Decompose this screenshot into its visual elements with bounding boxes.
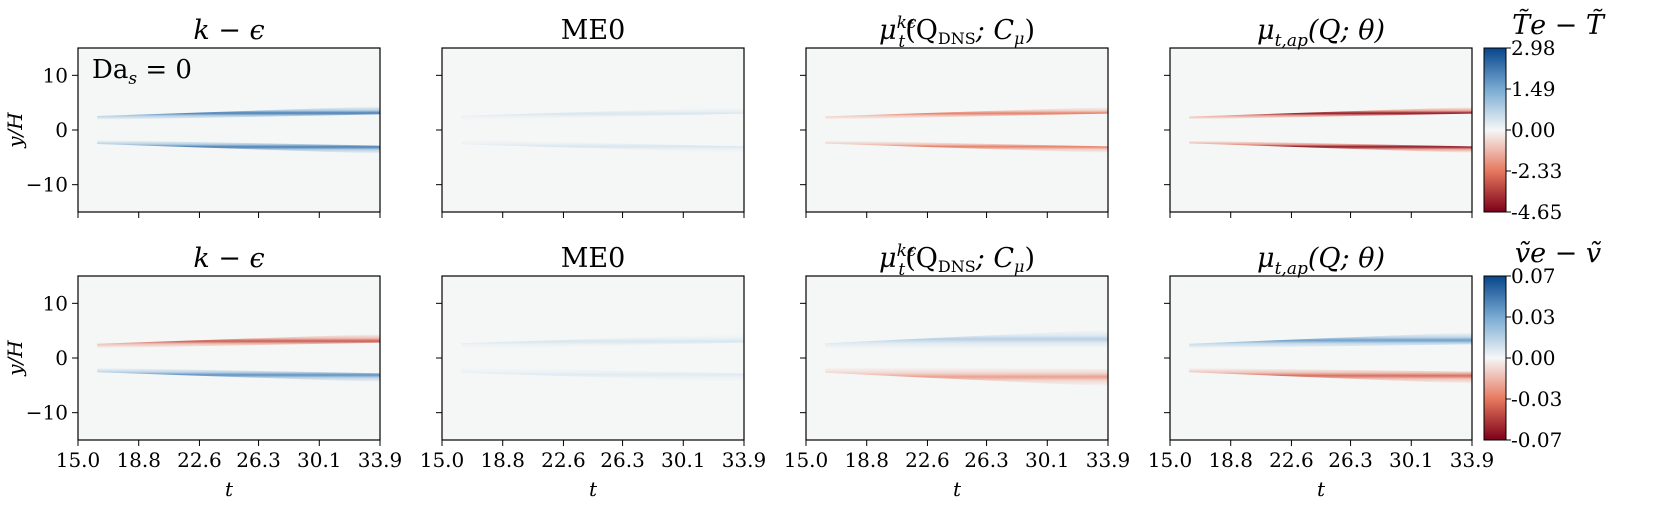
heatmap-upper-band [825,107,1108,120]
x-tick-label: 22.6 [1269,448,1314,472]
x-tick-label: 15.0 [784,448,829,472]
colorbar-tick-label: 0.00 [1511,118,1556,142]
x-tick-label: 33.9 [1450,448,1495,472]
colorbar-tick-label: 2.98 [1511,36,1556,60]
heatmap-upper-band [1189,107,1472,120]
x-tick-label: 26.3 [600,448,645,472]
heatmap-upper-band [97,333,380,349]
panel-background [806,48,1108,212]
y-tick-label: 10 [43,291,68,315]
x-axis-label: t [589,477,598,501]
panel-1-2 [436,47,745,218]
colorbar-1: 2.98 1.49 0.00 -2.33 -4.65 T̃e − T̃ [1483,8,1606,224]
x-tick-label: 33.9 [722,448,767,472]
heatmap-lower-band [1189,140,1472,153]
x-tick-label: 30.1 [297,448,342,472]
panel-1-3 [800,47,1109,218]
x-tick-label: 30.1 [1025,448,1070,472]
panels-layer: 10 0 −10 y/H 15.0 18.8 22.6 26.3 30.1 33.9 10 0 −10 t… [3,47,1495,501]
x-tick-label: 22.6 [541,448,586,472]
heatmap-lower-band [97,140,380,154]
heatmap-upper-band [97,106,380,120]
panel-background [78,48,380,212]
panel-title: k − ϵ [193,15,264,46]
x-axis-label: t [953,477,962,501]
colorbar-tick-label: 1.49 [1511,77,1556,101]
y-tick-label: −10 [26,173,68,197]
panel-title: ME0 [561,243,626,274]
colorbar-title: T̃e − T̃ [1512,8,1606,41]
panel-title: μt,ap(Q; θ) [1257,243,1385,279]
x-tick-label: 18.8 [844,448,889,472]
colorbar-tick-label: -0.03 [1511,387,1562,411]
colorbar-tick-label: -2.33 [1511,159,1562,183]
y-axis-label: y/H [3,340,27,377]
y-tick-label: 0 [55,118,68,142]
x-tick-label: 15.0 [420,448,465,472]
x-tick-label: 15.0 [56,448,101,472]
x-tick-label: 30.1 [1389,448,1434,472]
text-layer: k − ϵ ME0 μkϵ t(QDNS; Cμ) μt,ap(Q; θ) k − ϵ ME… [92,13,1385,280]
x-axis-label: t [225,477,234,501]
panel-2-1: 15.0 18.8 22.6 26.3 30.1 33.9 10 0 −10 t y/H [3,275,403,501]
panel-background [1170,276,1472,440]
panel-background [78,276,380,440]
x-tick-label: 18.8 [480,448,525,472]
panel-2-2: 15.0 18.8 22.6 26.3 30.1 33.9 t [420,275,767,501]
x-tick-label: 15.0 [1148,448,1193,472]
heatmap-lower-band [461,139,744,153]
y-tick-label: 10 [43,63,68,87]
colorbar-2: 0.07 0.03 0.00 -0.03 -0.07 ṽe − ṽ [1483,238,1602,452]
x-tick-label: 18.8 [1208,448,1253,472]
panel-title: μkϵ t(QDNS; Cμ) [879,241,1035,280]
y-tick-label: 0 [55,346,68,370]
panel-title: μkϵ t(QDNS; Cμ) [879,13,1035,52]
x-tick-label: 22.6 [177,448,222,472]
colorbar-tick-label: 0.00 [1511,346,1556,370]
panel-annotation: Das = 0 [92,55,192,89]
heatmap-upper-band [825,329,1108,349]
panel-title: μt,ap(Q; θ) [1257,15,1385,51]
panel-background [1170,48,1472,212]
heatmap-lower-band [97,367,380,383]
heatmap-lower-band [461,367,744,383]
colorbar-tick-label: -0.07 [1511,428,1562,452]
heatmap-upper-band [461,107,744,121]
x-tick-label: 26.3 [236,448,281,472]
heatmap-lower-band [825,140,1108,153]
x-tick-label: 33.9 [358,448,403,472]
heatmap-upper-band [461,333,744,349]
colorbar-gradient [1483,47,1507,213]
heatmap-lower-band [1189,367,1472,384]
panel-background [806,276,1108,440]
panel-background [442,276,744,440]
y-axis-label: y/H [3,112,27,149]
panel-title: k − ϵ [193,243,264,274]
panel-background [442,48,744,212]
colorbar-tick-label: -4.65 [1511,200,1562,224]
x-tick-label: 26.3 [1328,448,1373,472]
colorbar-tick-label: 0.07 [1511,264,1556,288]
panel-1-4 [1164,47,1473,218]
x-tick-label: 26.3 [964,448,1009,472]
x-tick-label: 33.9 [1086,448,1131,472]
x-tick-label: 22.6 [905,448,950,472]
panel-1-1: 10 0 −10 y/H [3,47,381,218]
heatmap-lower-band [825,367,1108,387]
panel-title: ME0 [561,15,626,46]
colorbar-tick-label: 0.03 [1511,305,1556,329]
panel-2-3: 15.0 18.8 22.6 26.3 30.1 33.9 t [784,275,1131,501]
x-tick-label: 18.8 [116,448,161,472]
x-axis-label: t [1317,477,1326,501]
colorbar-title: ṽe − ṽ [1515,238,1602,269]
heatmap-upper-band [1189,332,1472,349]
panel-2-4: 15.0 18.8 22.6 26.3 30.1 33.9 t [1148,275,1495,501]
colorbar-gradient [1483,275,1507,441]
y-tick-label: −10 [26,401,68,425]
x-tick-label: 30.1 [661,448,706,472]
colorbars-layer: 2.981.490.00-2.33-4.65T̃e − T̃0.070.030.… [1483,8,1606,452]
